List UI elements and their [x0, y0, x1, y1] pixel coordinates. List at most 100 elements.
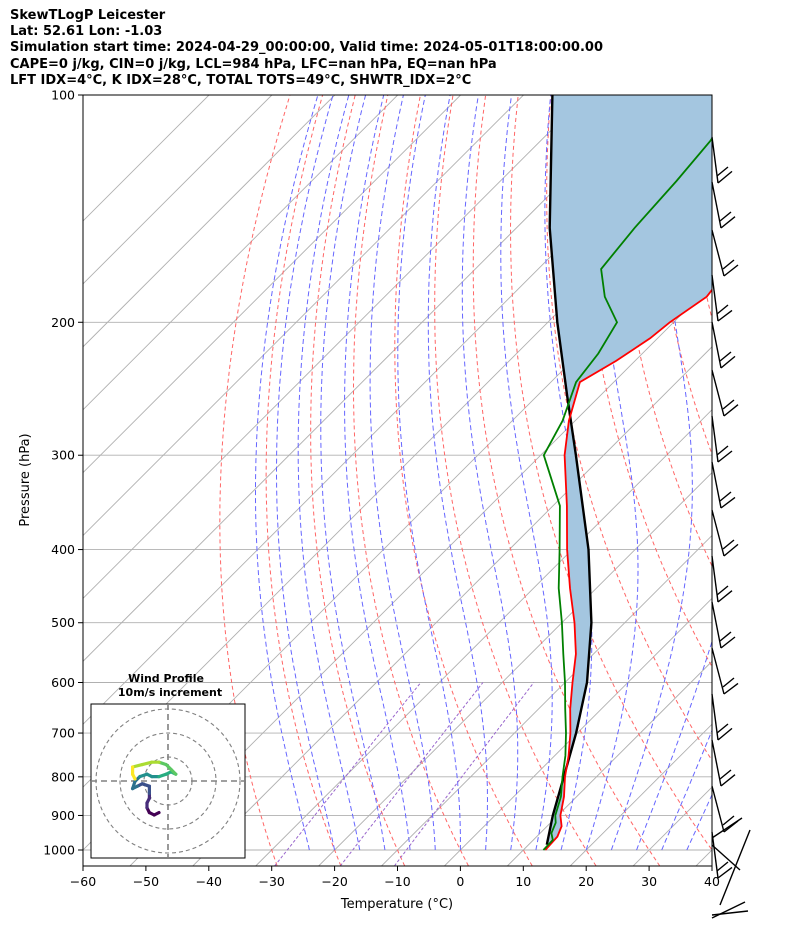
moist-adiabat: [320, 95, 386, 851]
wind-barb: [711, 693, 733, 741]
wind-barb: [711, 785, 739, 833]
isotherm: [83, 95, 461, 474]
chart-title-cape: CAPE=0 j/kg, CIN=0 j/kg, LCL=984 hPa, LF…: [10, 56, 497, 72]
moist-adiabat: [610, 95, 693, 851]
x-tick-label: 10: [515, 874, 531, 889]
wind-profile-subtitle: 10m/s increment: [118, 686, 222, 699]
y-tick-label: 1000: [43, 843, 75, 858]
moist-adiabat: [427, 95, 488, 851]
moist-adiabat: [585, 95, 639, 851]
moist-adiabat: [255, 95, 319, 851]
dry-adiabat: [509, 95, 712, 851]
dry-adiabat: [353, 95, 469, 866]
chart-title-location: Lat: 52.61 Lon: -1.03: [10, 24, 163, 40]
moist-adiabat: [369, 95, 436, 850]
wind-barb: [711, 321, 736, 369]
y-axis-label: Pressure (hPa): [18, 433, 33, 526]
dry-adiabat: [434, 95, 597, 866]
moist-adiabat: [686, 793, 712, 851]
dry-adiabat: [779, 95, 794, 866]
x-tick-label: 30: [641, 874, 657, 889]
isotherm: [381, 534, 712, 866]
moist-adiabat: [297, 95, 361, 851]
profile-lines: [542, 95, 712, 851]
y-tick-label: 600: [51, 675, 75, 690]
isotherm: [318, 471, 712, 866]
hodograph-segment: [140, 760, 154, 767]
wind-barb: [711, 181, 736, 229]
x-axis: −60 −50 −40 −30 −20 −10 0 10 20 30 40: [70, 866, 720, 889]
isotherm: [255, 409, 712, 866]
moist-adiabat: [276, 95, 336, 851]
moist-adiabat: [711, 848, 712, 850]
moist-adiabat: [636, 639, 712, 851]
series-line-dewpoint: [542, 136, 712, 851]
dry-adiabat: [615, 95, 712, 568]
hodograph-segment: [131, 772, 137, 781]
wind-barb: [711, 461, 736, 509]
mixing-ratio-line: [274, 682, 422, 866]
moist-adiabat: [397, 95, 461, 850]
dry-adiabat: [472, 95, 661, 866]
x-tick-label: 40: [704, 874, 720, 889]
x-tick-label: 0: [456, 874, 464, 889]
y-tick-label: 200: [51, 315, 75, 330]
x-tick-label: −60: [70, 874, 96, 889]
mixing-ratio-line: [393, 682, 535, 866]
wind-barb: [711, 739, 736, 787]
wind-barb: [711, 647, 739, 695]
x-tick-label: −30: [259, 874, 285, 889]
mixing-ratio-line: [339, 682, 484, 866]
moist-adiabat: [544, 95, 593, 851]
y-tick-label: 700: [51, 726, 75, 741]
isotherm: [129, 283, 712, 866]
chart-title-indices: LFT IDX=4°C, K IDX=28°C, TOTAL TOTS=49°C…: [10, 72, 472, 88]
wind-barb: [711, 555, 733, 603]
hodograph-segment: [131, 762, 144, 769]
dry-adiabat: [310, 95, 406, 866]
dry-adiabat: [219, 95, 291, 866]
isotherm: [83, 95, 273, 285]
moist-adiabat: [500, 95, 553, 851]
wind-barb: [711, 136, 733, 184]
x-tick-label: 20: [578, 874, 594, 889]
buoyancy-fill-area: [545, 95, 712, 850]
wind-barb: [711, 229, 739, 277]
wind-barb-surface: [711, 817, 751, 919]
dry-adiabat: [265, 95, 342, 866]
y-tick-label: 100: [51, 88, 75, 103]
wind-barb: [711, 369, 739, 417]
y-tick-label: 800: [51, 769, 75, 784]
x-axis-label: Temperature (°C): [340, 897, 453, 912]
wind-profile-title: Wind Profile: [128, 672, 204, 685]
wind-profile-inset: Wind Profile 10m/s increment: [90, 672, 246, 859]
wind-barb: [711, 274, 733, 322]
y-tick-label: 500: [51, 615, 75, 630]
isotherm: [83, 95, 524, 537]
x-tick-label: −10: [384, 874, 410, 889]
x-tick-label: −50: [133, 874, 159, 889]
y-tick-label: 900: [51, 808, 75, 823]
y-tick-label: 300: [51, 448, 75, 463]
isotherm: [506, 660, 712, 866]
chart-title-station: SkewTLogP Leicester: [10, 8, 166, 23]
isotherm: [83, 95, 399, 411]
isotherm: [83, 95, 587, 600]
wind-barbs: [711, 136, 751, 919]
buoyancy-fill: [545, 95, 712, 850]
moist-adiabat: [344, 95, 411, 851]
chart-header: SkewTLogP Leicester Lat: 52.61 Lon: -1.0…: [10, 8, 790, 89]
wind-barb: [711, 509, 739, 557]
y-axis: 100 200 300 400 500 600 700 800 900 1000: [43, 88, 83, 858]
moist-adiabat: [461, 95, 519, 851]
wind-barb: [711, 415, 733, 463]
isotherm: [83, 95, 650, 662]
wind-barb: [711, 601, 736, 649]
dry-adiabat: [746, 95, 794, 866]
isotherm: [759, 95, 794, 866]
isotherm: [83, 95, 336, 348]
wind-barb: [711, 831, 733, 879]
x-tick-label: −20: [321, 874, 347, 889]
x-tick-label: −40: [196, 874, 222, 889]
